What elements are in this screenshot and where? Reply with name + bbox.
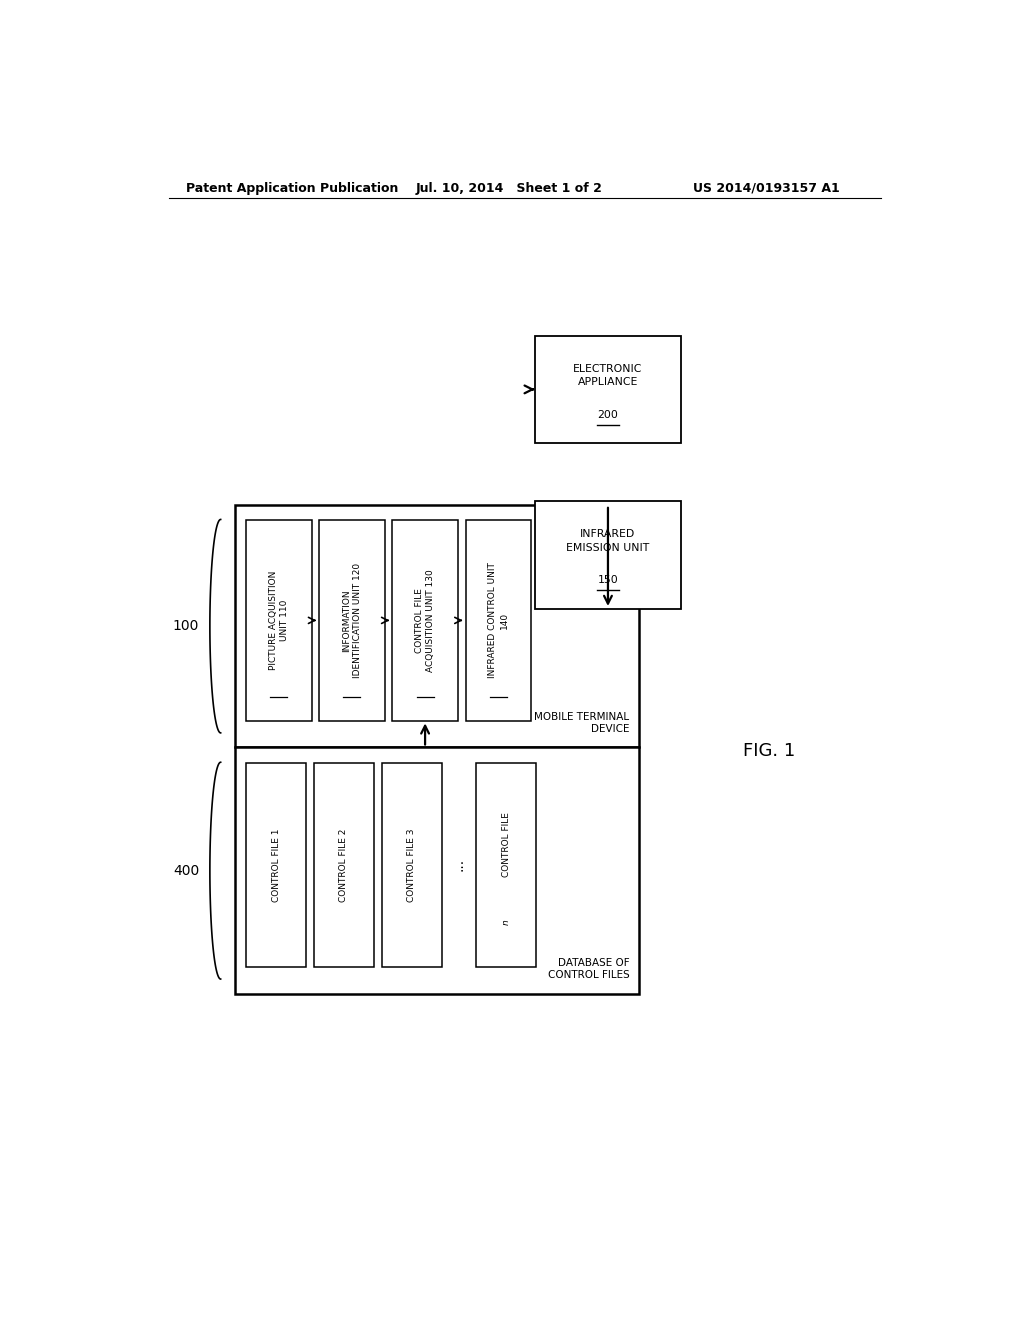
Text: ...: ... <box>452 858 466 871</box>
Text: 200: 200 <box>598 409 618 420</box>
FancyBboxPatch shape <box>319 520 385 721</box>
FancyBboxPatch shape <box>234 747 639 994</box>
Text: 100: 100 <box>173 619 199 634</box>
FancyBboxPatch shape <box>535 335 681 444</box>
Text: INFRARED CONTROL UNIT
140: INFRARED CONTROL UNIT 140 <box>488 562 509 678</box>
Text: MOBILE TERMINAL
DEVICE: MOBILE TERMINAL DEVICE <box>535 711 630 734</box>
Text: Patent Application Publication: Patent Application Publication <box>186 182 398 194</box>
Text: INFORMATION
IDENTIFICATION UNIT 120: INFORMATION IDENTIFICATION UNIT 120 <box>342 562 362 678</box>
Text: n: n <box>502 919 511 925</box>
Text: 400: 400 <box>173 863 199 878</box>
FancyBboxPatch shape <box>234 506 639 747</box>
Text: CONTROL FILE 2: CONTROL FILE 2 <box>339 828 348 902</box>
Text: INFRARED
EMISSION UNIT: INFRARED EMISSION UNIT <box>566 529 649 553</box>
Text: ELECTRONIC
APPLIANCE: ELECTRONIC APPLIANCE <box>573 364 643 387</box>
FancyBboxPatch shape <box>313 763 374 966</box>
Text: CONTROL FILE: CONTROL FILE <box>502 812 511 876</box>
FancyBboxPatch shape <box>476 763 537 966</box>
Text: CONTROL FILE 1: CONTROL FILE 1 <box>271 828 281 902</box>
FancyBboxPatch shape <box>392 520 458 721</box>
Text: FIG. 1: FIG. 1 <box>742 742 795 760</box>
Text: PICTURE ACQUISITION
UNIT 110: PICTURE ACQUISITION UNIT 110 <box>268 570 289 671</box>
Text: 150: 150 <box>598 576 618 585</box>
FancyBboxPatch shape <box>246 520 311 721</box>
FancyBboxPatch shape <box>535 502 681 609</box>
Text: Jul. 10, 2014   Sheet 1 of 2: Jul. 10, 2014 Sheet 1 of 2 <box>416 182 602 194</box>
Text: US 2014/0193157 A1: US 2014/0193157 A1 <box>692 182 840 194</box>
Text: CONTROL FILE
ACQUISITION UNIT 130: CONTROL FILE ACQUISITION UNIT 130 <box>415 569 435 672</box>
Text: CONTROL FILE 3: CONTROL FILE 3 <box>408 828 416 902</box>
Text: DATABASE OF
CONTROL FILES: DATABASE OF CONTROL FILES <box>548 958 630 979</box>
FancyBboxPatch shape <box>382 763 441 966</box>
FancyBboxPatch shape <box>466 520 531 721</box>
FancyBboxPatch shape <box>246 763 306 966</box>
